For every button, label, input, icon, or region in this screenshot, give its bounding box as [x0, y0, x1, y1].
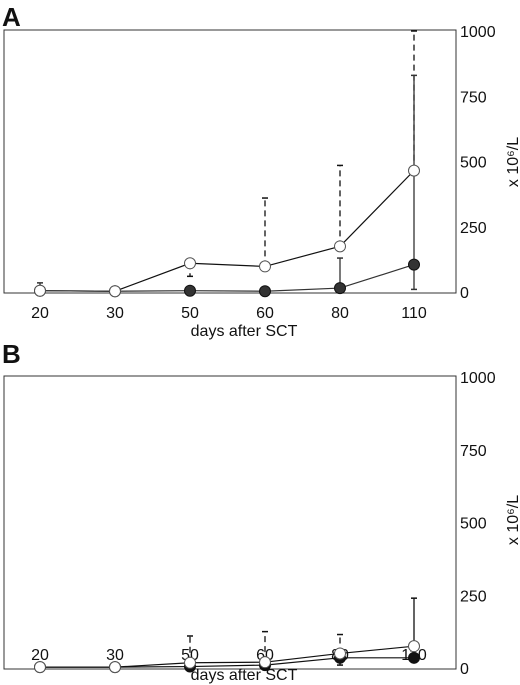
data-point [408, 640, 420, 653]
y-tick-label: 1000 [460, 370, 496, 387]
y-tick-label: 250 [460, 588, 487, 605]
series-line [39, 170, 415, 292]
x-tick-label: 30 [106, 647, 124, 664]
panel-b: B days after SCT x 10⁶/L 0 250 500 750 1000 2… [2, 339, 520, 684]
data-point [334, 240, 346, 253]
y-tick-label: 0 [460, 661, 469, 678]
data-point [408, 258, 420, 271]
data-point [259, 285, 271, 298]
y-tick-label: 0 [460, 285, 469, 302]
x-tick-label: 80 [331, 305, 349, 322]
panel-a-x-axis-label: days after SCT [191, 323, 298, 340]
panel-b-x-axis-label: days after SCT [191, 667, 298, 684]
x-tick-label: 110 [401, 305, 427, 322]
data-point [34, 284, 46, 297]
data-point [184, 284, 196, 297]
x-tick-label: 50 [181, 305, 199, 322]
x-tick-label: 30 [106, 305, 124, 322]
y-tick-label: 750 [460, 89, 487, 106]
panel-a-frame [3, 29, 457, 294]
series-line [40, 645, 415, 668]
data-point [109, 285, 121, 298]
series-line [39, 264, 415, 292]
panel-b-letter: B [2, 339, 21, 369]
data-point [408, 651, 420, 664]
data-point [184, 656, 196, 669]
panel-a-marks: 0 250 500 750 1000 20 30 50 60 80 110 [31, 24, 496, 322]
panel-a: A days after SCT x 10⁶/L 0 250 500 750 1000 2… [2, 2, 520, 340]
y-tick-label: 500 [460, 516, 487, 533]
panel-a-letter: A [2, 2, 21, 32]
data-point [109, 661, 121, 674]
x-tick-label: 20 [31, 647, 49, 664]
series-line [40, 657, 414, 668]
data-point [259, 656, 271, 669]
y-tick-label: 1000 [460, 24, 496, 41]
data-point [34, 661, 46, 674]
y-tick-label: 750 [460, 443, 487, 460]
data-point [184, 257, 196, 270]
x-tick-label: 60 [256, 305, 274, 322]
data-point [334, 282, 346, 295]
data-point [259, 260, 271, 273]
y-tick-label: 250 [460, 220, 487, 237]
data-point [334, 647, 346, 660]
panel-a-y-axis-label: x 10⁶/L [505, 137, 520, 187]
panel-b-frame [3, 375, 457, 670]
data-point [408, 164, 420, 177]
panel-b-y-axis-label: x 10⁶/L [505, 495, 520, 545]
y-tick-label: 500 [460, 155, 487, 172]
x-tick-label: 20 [31, 305, 49, 322]
